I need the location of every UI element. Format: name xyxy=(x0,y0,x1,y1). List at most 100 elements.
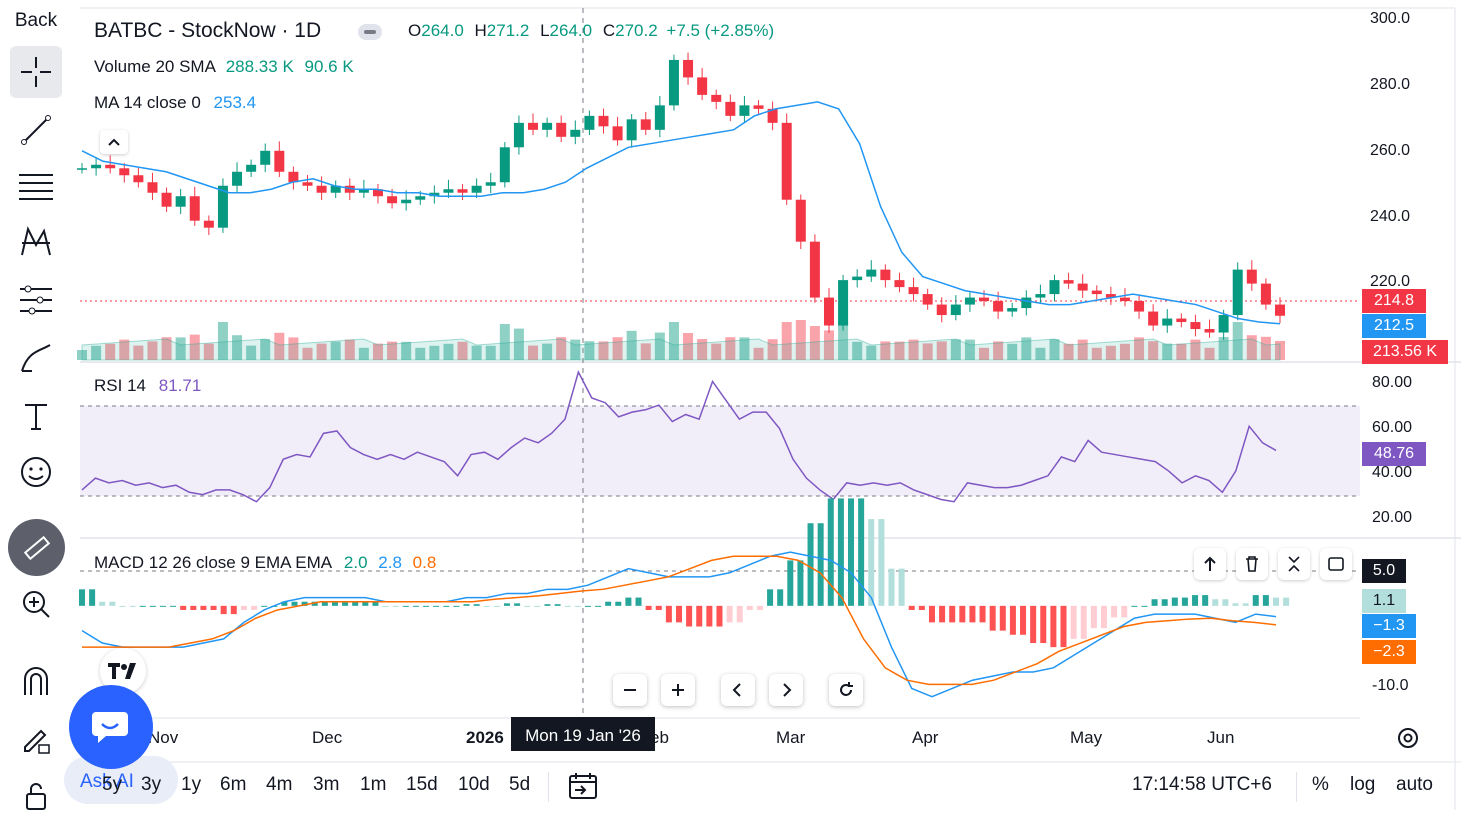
ma-value-badge: 212.5 xyxy=(1362,314,1426,338)
candle-body xyxy=(1162,318,1173,326)
lock-icon[interactable] xyxy=(10,770,62,822)
candle-body xyxy=(203,220,214,228)
macd-histogram-bar xyxy=(1151,599,1158,606)
ask-ai-label[interactable]: Ask AI xyxy=(80,771,134,792)
macd-histogram-bar xyxy=(655,605,662,610)
collapse-pane-icon[interactable] xyxy=(1278,548,1310,580)
goto-date-icon[interactable] xyxy=(567,771,599,806)
macd-histogram-bar xyxy=(949,605,956,623)
candle-body xyxy=(950,304,961,316)
ruler-icon[interactable] xyxy=(8,519,65,576)
macd-histogram-bar xyxy=(1283,597,1290,606)
scroll-right-button[interactable] xyxy=(769,674,803,706)
volume-bar xyxy=(739,337,750,360)
candle-body xyxy=(119,168,130,176)
forecast-icon[interactable] xyxy=(10,274,62,326)
symbol-title[interactable]: BATBC - StockNow · 1D xyxy=(94,19,322,42)
candle-body xyxy=(1134,301,1145,312)
volume-bar xyxy=(119,339,130,360)
timeframe-1m[interactable]: 1m xyxy=(360,774,387,795)
scroll-left-button[interactable] xyxy=(721,674,755,706)
volume-bar xyxy=(979,347,990,360)
candle-body xyxy=(979,297,990,302)
candle-body xyxy=(1007,308,1018,312)
magnet-icon[interactable] xyxy=(10,656,62,708)
auto-scale-toggle[interactable]: auto xyxy=(1396,774,1433,795)
volume-bar xyxy=(161,337,172,360)
price-axis-label: 300.0 xyxy=(1370,10,1411,27)
trendline-icon[interactable] xyxy=(10,104,62,156)
chat-bubble-icon[interactable] xyxy=(69,685,153,769)
move-pane-up-icon[interactable] xyxy=(1194,548,1226,580)
rsi-legend[interactable]: RSI 14 81.71 xyxy=(94,376,202,395)
candle-body xyxy=(626,119,637,141)
zoom-out-button[interactable] xyxy=(613,674,647,706)
text-icon[interactable] xyxy=(10,390,62,442)
brush-icon[interactable] xyxy=(10,332,62,384)
timeframe-5d[interactable]: 5d xyxy=(509,774,531,795)
delete-pane-icon[interactable] xyxy=(1236,548,1268,580)
emoji-icon[interactable] xyxy=(10,446,62,498)
macd-histogram-bar xyxy=(888,568,895,606)
volume-bar xyxy=(683,333,694,360)
macd-histogram-bar xyxy=(1202,595,1209,606)
time-axis-label: 2026 xyxy=(466,728,504,747)
settings-icon[interactable] xyxy=(1394,724,1422,757)
volume-bar xyxy=(1260,336,1271,360)
volume-bar xyxy=(640,343,651,360)
timeframe-10d[interactable]: 10d xyxy=(458,774,490,795)
macd-histogram-bar xyxy=(756,605,763,610)
zoom-in-icon[interactable] xyxy=(10,578,62,630)
candle-body xyxy=(852,276,863,281)
rsi-band xyxy=(80,406,1360,496)
candle-body xyxy=(1077,283,1088,291)
timeframe-4m[interactable]: 4m xyxy=(266,774,293,795)
timeframe-15d[interactable]: 15d xyxy=(406,774,438,795)
volume-bar xyxy=(457,341,468,360)
volume-bar xyxy=(654,332,665,360)
candle-body xyxy=(683,59,694,78)
status-dot-icon[interactable] xyxy=(358,24,382,40)
volume-bar xyxy=(429,345,440,360)
macd-histogram-bar xyxy=(939,605,946,623)
draw-lock-icon[interactable] xyxy=(10,712,62,764)
volume-bar xyxy=(767,339,778,360)
volume-bar xyxy=(499,324,510,360)
crosshair-icon[interactable] xyxy=(10,46,62,98)
collapse-legend-icon[interactable] xyxy=(100,130,128,154)
volume-legend[interactable]: Volume 20 SMA 288.33 K 90.6 K xyxy=(94,57,354,76)
macd-legend[interactable]: MACD 12 26 close 9 EMA EMA 2.0 2.8 0.8 xyxy=(94,553,437,572)
clock-text[interactable]: 17:14:58 UTC+6 xyxy=(1132,774,1272,795)
pattern-icon[interactable] xyxy=(10,216,62,268)
back-button[interactable]: Back xyxy=(14,10,58,31)
timeframe-1y[interactable]: 1y xyxy=(181,774,202,795)
macd-histogram-bar xyxy=(858,498,865,606)
volume-bar xyxy=(1162,343,1173,360)
timeframe-3y[interactable]: 3y xyxy=(141,774,162,795)
macd-histogram-bar xyxy=(726,605,733,623)
fib-lines-icon[interactable] xyxy=(10,160,62,212)
maximize-pane-icon[interactable] xyxy=(1320,548,1352,580)
log-scale-toggle[interactable]: log xyxy=(1350,774,1376,795)
rsi-axis-label: 80.00 xyxy=(1372,374,1413,391)
rsi-axis-label: 60.00 xyxy=(1372,419,1413,436)
ma-legend[interactable]: MA 14 close 0 253.4 xyxy=(94,93,257,112)
timeframe-5y[interactable]: 5y xyxy=(102,774,123,795)
macd-histogram-bar xyxy=(342,601,349,606)
time-axis-label: Jun xyxy=(1207,728,1235,747)
macd-histogram-bar xyxy=(1040,605,1047,644)
candle-body xyxy=(189,196,200,221)
macd-histogram-bar xyxy=(787,560,794,606)
timeframe-3m[interactable]: 3m xyxy=(313,774,340,795)
volume-bar xyxy=(993,341,1004,360)
zoom-in-button[interactable] xyxy=(661,674,695,706)
candle-body xyxy=(570,129,581,137)
macd-histogram-bar xyxy=(200,605,207,610)
volume-bar xyxy=(697,339,708,360)
percent-scale-toggle[interactable]: % xyxy=(1312,774,1329,795)
timeframe-6m[interactable]: 6m xyxy=(220,774,247,795)
reset-chart-button[interactable] xyxy=(829,674,863,706)
divider xyxy=(1296,772,1297,802)
candle-body xyxy=(542,122,553,130)
